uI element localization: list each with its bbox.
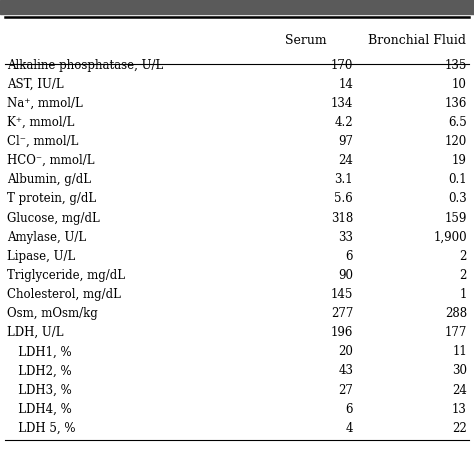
Text: 135: 135 — [445, 59, 467, 72]
Text: 1: 1 — [459, 288, 467, 301]
Text: Amylase, U/L: Amylase, U/L — [7, 231, 86, 244]
Text: 90: 90 — [338, 269, 353, 282]
Text: 3.1: 3.1 — [335, 173, 353, 186]
Text: Cl⁻, mmol/L: Cl⁻, mmol/L — [7, 135, 79, 148]
Text: 5.6: 5.6 — [334, 193, 353, 205]
Text: LDH3, %: LDH3, % — [7, 384, 72, 396]
Text: Lipase, U/L: Lipase, U/L — [7, 250, 75, 263]
Text: 6.5: 6.5 — [448, 116, 467, 129]
Text: 120: 120 — [445, 135, 467, 148]
Text: 2: 2 — [459, 250, 467, 263]
Text: 6: 6 — [346, 250, 353, 263]
Text: Osm, mOsm/kg: Osm, mOsm/kg — [7, 307, 98, 320]
Text: LDH4, %: LDH4, % — [7, 403, 72, 416]
Text: 24: 24 — [452, 384, 467, 396]
Text: 14: 14 — [338, 78, 353, 91]
Text: 33: 33 — [338, 231, 353, 244]
Text: Serum: Serum — [285, 34, 327, 47]
Text: 27: 27 — [338, 384, 353, 396]
Text: 19: 19 — [452, 154, 467, 167]
Text: 2: 2 — [459, 269, 467, 282]
Text: 6: 6 — [346, 403, 353, 416]
Text: 22: 22 — [452, 422, 467, 435]
Text: Cholesterol, mg/dL: Cholesterol, mg/dL — [7, 288, 121, 301]
Text: 13: 13 — [452, 403, 467, 416]
Text: 10: 10 — [452, 78, 467, 91]
Text: 4.2: 4.2 — [335, 116, 353, 129]
Text: 11: 11 — [452, 346, 467, 358]
Text: 0.1: 0.1 — [448, 173, 467, 186]
Text: 43: 43 — [338, 364, 353, 378]
Text: Na⁺, mmol/L: Na⁺, mmol/L — [7, 97, 83, 110]
Text: K⁺, mmol/L: K⁺, mmol/L — [7, 116, 74, 129]
Text: 145: 145 — [331, 288, 353, 301]
Text: Albumin, g/dL: Albumin, g/dL — [7, 173, 91, 186]
Text: 159: 159 — [445, 211, 467, 225]
Text: LDH1, %: LDH1, % — [7, 346, 72, 358]
Text: 170: 170 — [331, 59, 353, 72]
Text: 136: 136 — [445, 97, 467, 110]
Text: Glucose, mg/dL: Glucose, mg/dL — [7, 211, 100, 225]
Text: 97: 97 — [338, 135, 353, 148]
Text: 318: 318 — [331, 211, 353, 225]
Text: T protein, g/dL: T protein, g/dL — [7, 193, 96, 205]
Text: 134: 134 — [331, 97, 353, 110]
Text: HCO⁻, mmol/L: HCO⁻, mmol/L — [7, 154, 95, 167]
Text: Bronchial Fluid: Bronchial Fluid — [368, 34, 466, 47]
Text: 1,900: 1,900 — [433, 231, 467, 244]
Text: 196: 196 — [331, 326, 353, 339]
Text: LDH, U/L: LDH, U/L — [7, 326, 64, 339]
Text: Alkaline phosphatase, U/L: Alkaline phosphatase, U/L — [7, 59, 164, 72]
Text: LDH2, %: LDH2, % — [7, 364, 72, 378]
Text: 288: 288 — [445, 307, 467, 320]
Text: Triglyceride, mg/dL: Triglyceride, mg/dL — [7, 269, 125, 282]
Text: AST, IU/L: AST, IU/L — [7, 78, 64, 91]
Text: 24: 24 — [338, 154, 353, 167]
Text: 30: 30 — [452, 364, 467, 378]
Text: 4: 4 — [346, 422, 353, 435]
Text: LDH 5, %: LDH 5, % — [7, 422, 76, 435]
Bar — [0, 0, 474, 14]
Text: 20: 20 — [338, 346, 353, 358]
Text: 277: 277 — [331, 307, 353, 320]
Text: 177: 177 — [445, 326, 467, 339]
Text: 0.3: 0.3 — [448, 193, 467, 205]
